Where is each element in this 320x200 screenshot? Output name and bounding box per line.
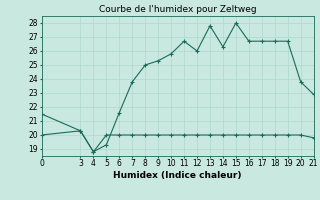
Title: Courbe de l'humidex pour Zeltweg: Courbe de l'humidex pour Zeltweg	[99, 5, 256, 14]
X-axis label: Humidex (Indice chaleur): Humidex (Indice chaleur)	[113, 171, 242, 180]
